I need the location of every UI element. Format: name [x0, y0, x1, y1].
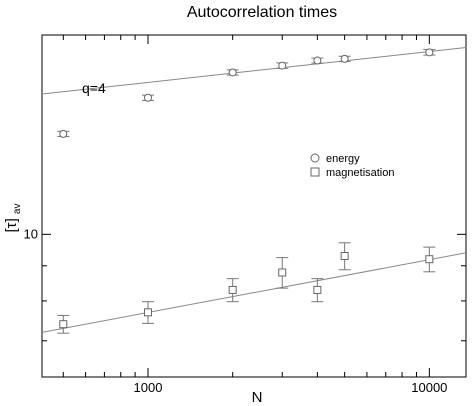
data-point-magnetisation	[59, 320, 68, 329]
legend-marker-energy	[310, 153, 320, 163]
data-point-energy	[59, 129, 68, 138]
y-axis-label: [τ] av	[3, 204, 23, 233]
svg-text:[τ] av: [τ] av	[3, 204, 23, 233]
error-bars	[57, 49, 436, 334]
x-tick-label: 1000	[134, 380, 163, 395]
data-point-magnetisation	[143, 308, 152, 317]
plot-frame	[41, 34, 467, 378]
legend-marker-magnetisation	[310, 167, 320, 177]
data-point-magnetisation	[425, 255, 434, 264]
markers	[59, 48, 434, 329]
data-point-energy	[228, 68, 237, 77]
data-point-energy	[340, 54, 349, 63]
fit-lines	[41, 47, 467, 333]
legend-label-magnetisation: magnetisation	[326, 167, 395, 179]
data-point-energy	[143, 93, 152, 102]
y-tick-label: 10	[24, 226, 38, 241]
fit-line-energy	[41, 47, 467, 95]
data-point-energy	[278, 61, 287, 70]
legend-label-energy: energy	[326, 153, 360, 165]
annotation-q: q=4	[82, 80, 106, 96]
data-point-magnetisation	[340, 251, 349, 260]
fit-line-magnetisation	[41, 252, 467, 333]
axis-ticks: 1000 10000 10	[24, 35, 466, 395]
y-axis-label-subscript: av	[12, 204, 23, 215]
data-point-energy	[313, 56, 322, 65]
legend: energy magnetisation	[310, 153, 395, 179]
data-point-magnetisation	[278, 268, 287, 277]
data-point-energy	[425, 48, 434, 57]
x-axis-label: N	[252, 389, 263, 406]
chart-title: Autocorrelation times	[187, 4, 337, 21]
x-tick-label: 10000	[411, 380, 447, 395]
data-point-magnetisation	[313, 285, 322, 294]
data-point-magnetisation	[228, 285, 237, 294]
y-axis-label-main: [τ]	[3, 218, 20, 232]
